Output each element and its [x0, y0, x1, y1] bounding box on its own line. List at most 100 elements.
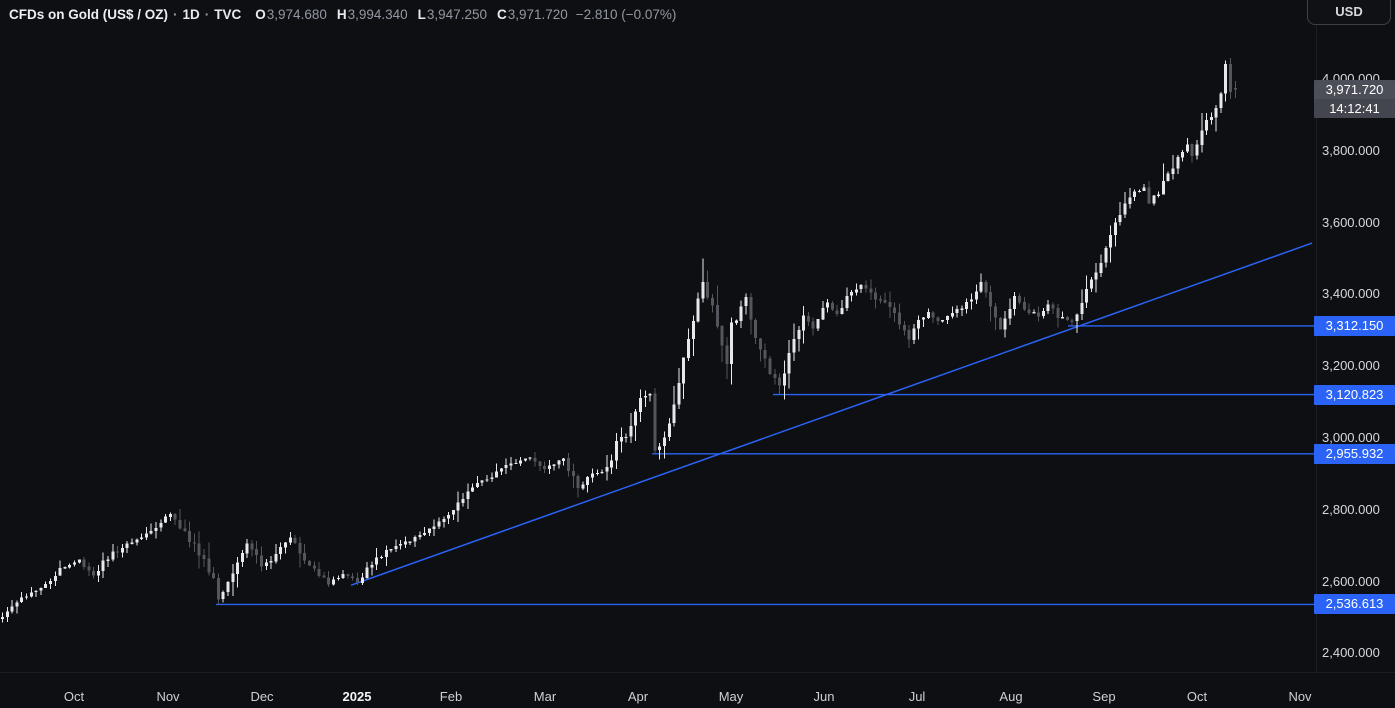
candle-body	[734, 320, 738, 323]
candle-body	[1027, 309, 1031, 313]
candle-body	[1171, 168, 1175, 175]
candle-body	[864, 285, 868, 289]
price-change: −2.810 (−0.07%)	[575, 6, 677, 22]
candle-body	[34, 591, 38, 593]
candle-body	[10, 606, 14, 612]
candle-body	[840, 308, 844, 314]
candle-body	[806, 315, 810, 322]
symbol-legend: CFDs on Gold (US$ / OZ) · 1D · TVC O 3,97…	[9, 5, 676, 23]
candle-body	[989, 292, 993, 307]
price-tick-label: 3,800.000	[1322, 142, 1380, 158]
candle-body	[96, 571, 100, 576]
candle-body	[250, 543, 254, 550]
candle-body	[523, 458, 527, 461]
candle-body	[322, 575, 326, 578]
candle-body	[941, 320, 945, 322]
candle-body	[754, 319, 758, 339]
candle-body	[1205, 120, 1208, 131]
candle-body	[610, 460, 614, 468]
candle-body	[442, 518, 446, 522]
candle-body	[826, 302, 830, 308]
candle-body	[586, 476, 590, 485]
candle-body	[715, 305, 719, 327]
candle-body	[514, 463, 518, 465]
candle-body	[260, 555, 263, 567]
candle-body	[1003, 318, 1007, 330]
price-axis-separator	[1316, 0, 1317, 672]
candle-body	[226, 581, 230, 592]
open-value: O 3,974.680	[255, 6, 327, 22]
candle-body	[898, 312, 901, 325]
candle-body	[1013, 296, 1017, 309]
candle-body	[576, 476, 580, 488]
candle-body	[979, 282, 983, 292]
candle-body	[615, 441, 618, 461]
candle-body	[15, 602, 19, 607]
candle-body	[288, 537, 292, 543]
current-price-marker[interactable]: 3,971.720 14:12:41	[1314, 80, 1395, 119]
candle-body	[178, 520, 182, 529]
candle-body	[1176, 156, 1180, 169]
candle-body	[965, 302, 969, 309]
candle-body	[394, 546, 398, 550]
candle-body	[49, 581, 52, 584]
candle-body	[408, 541, 412, 543]
symbol-title[interactable]: CFDs on Gold (US$ / OZ)	[9, 6, 168, 22]
candle-body	[1152, 195, 1156, 204]
candle-body	[53, 575, 57, 582]
candle-body	[389, 549, 393, 551]
candle-body	[1032, 312, 1036, 314]
candle-body	[591, 473, 594, 478]
candle-body	[1022, 302, 1026, 310]
candle-body	[58, 567, 62, 576]
candle-body	[212, 573, 216, 578]
time-axis-month-label: Oct	[1186, 689, 1208, 704]
candle-body	[255, 549, 259, 555]
low-value: L 3,947.250	[417, 6, 487, 22]
candle-body	[1041, 310, 1045, 316]
candle-body	[274, 554, 278, 562]
timeframe-label[interactable]: 1D	[182, 6, 200, 22]
candle-body	[418, 535, 422, 538]
level-price-label: 3,312.150	[1314, 315, 1395, 336]
candle-body	[1056, 308, 1060, 318]
candle-body	[720, 326, 724, 346]
price-axis[interactable]: 4,000.000 3,800.000 3,600.000 3,400.000 3,20…	[1314, 0, 1395, 672]
candle-body	[44, 583, 48, 588]
time-axis[interactable]: Oct Nov Dec 2025 Feb Mar Apr May Jun Jul Aug Sep Oct…	[0, 673, 1316, 708]
candle-body	[365, 567, 369, 578]
candle-body	[917, 320, 921, 329]
candle-body	[279, 547, 283, 555]
candle-body	[663, 437, 666, 446]
candle-body	[739, 306, 743, 321]
chart-pane[interactable]	[0, 0, 1316, 686]
level-price-label: 2,955.932	[1314, 443, 1395, 464]
candle-body	[926, 311, 930, 318]
candle-body	[974, 291, 978, 300]
candle-body	[677, 383, 681, 405]
time-axis-month-label: Dec	[250, 689, 274, 704]
time-axis-month-label: Feb	[439, 689, 463, 704]
candle-body	[1166, 173, 1170, 182]
candle-body	[547, 465, 551, 470]
price-tick-label: 3,200.000	[1322, 358, 1380, 374]
candle-body	[557, 460, 561, 465]
candle-body	[648, 394, 652, 396]
candle-body	[327, 577, 331, 585]
candle-body	[332, 579, 335, 585]
candle-body	[912, 328, 916, 340]
currency-button[interactable]: USD	[1307, 0, 1391, 25]
candle-body	[264, 562, 268, 566]
candle-body	[1147, 187, 1151, 204]
candle-body	[1195, 144, 1199, 156]
trendline[interactable]	[350, 242, 1313, 586]
candle-body	[73, 562, 76, 565]
candle-body	[1113, 222, 1117, 235]
time-axis-month-label: Jun	[813, 689, 835, 704]
bar-countdown: 14:12:41	[1314, 99, 1395, 119]
time-axis-month-label: May	[718, 689, 744, 704]
candle-body	[1233, 88, 1237, 90]
level-price-label: 3,120.823	[1314, 384, 1395, 405]
candle-body	[907, 330, 911, 340]
